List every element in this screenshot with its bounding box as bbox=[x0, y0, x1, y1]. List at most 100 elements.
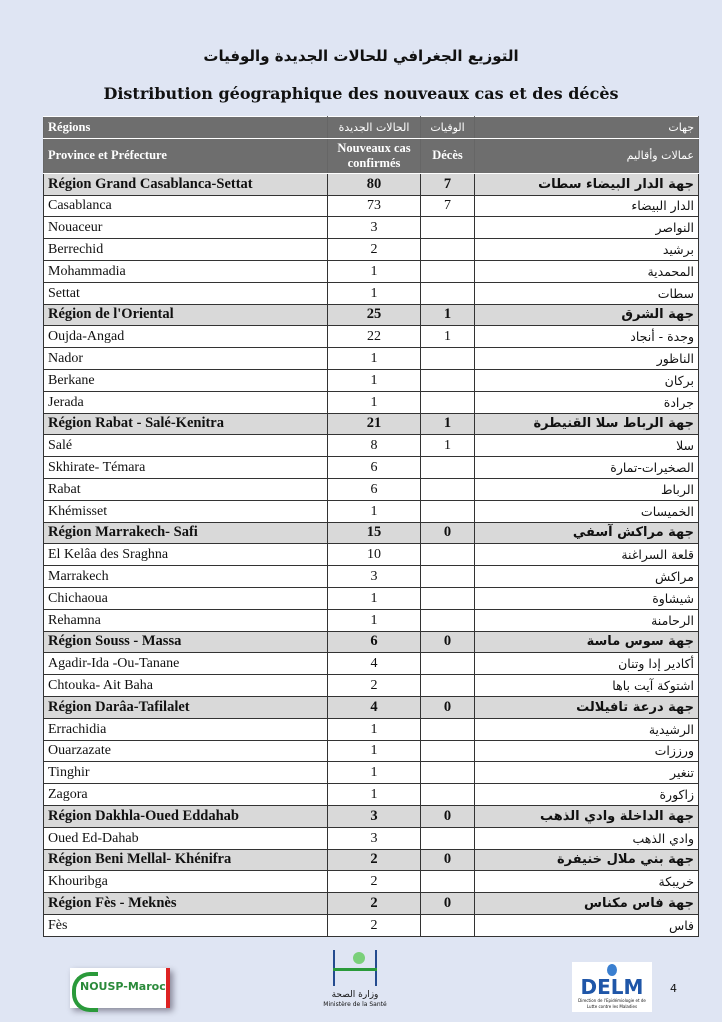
province-row: Rehamna 1 الرحامنة bbox=[43, 608, 699, 632]
deaths-cell: 0 bbox=[420, 695, 475, 719]
cases-cell: 22 bbox=[327, 325, 421, 349]
name-ar-cell: ورززات bbox=[474, 739, 699, 763]
region-row: Région de l'Oriental 25 1 جهة الشرق bbox=[43, 303, 699, 327]
deaths-cell bbox=[420, 761, 475, 785]
cases-cell: 15 bbox=[327, 521, 421, 545]
deaths-cell bbox=[420, 456, 475, 479]
header-row-1: Régions الحالات الجديدة الوفيات جهات bbox=[43, 116, 699, 139]
cases-cell: 10 bbox=[327, 543, 421, 567]
name-fr-cell: Région Dakhla-Oued Eddahab bbox=[43, 804, 328, 828]
name-fr-cell: Fès bbox=[43, 913, 328, 937]
deaths-cell bbox=[420, 913, 475, 937]
name-ar-cell: الناظور bbox=[474, 347, 699, 370]
cases-cell: 2 bbox=[327, 892, 421, 915]
name-fr-cell: Zagora bbox=[43, 783, 328, 806]
name-ar-cell: جهة بني ملال خنيفرة bbox=[474, 848, 699, 872]
deaths-cell: 1 bbox=[420, 434, 475, 458]
name-ar-cell: تنغير bbox=[474, 761, 699, 785]
deaths-cell: 0 bbox=[420, 630, 475, 654]
cases-cell: 2 bbox=[327, 848, 421, 872]
delm-figure-icon bbox=[607, 964, 617, 976]
name-fr-cell: Mohammadia bbox=[43, 259, 328, 283]
name-fr-cell: Région Souss - Massa bbox=[43, 630, 328, 654]
cases-cell: 2 bbox=[327, 913, 421, 937]
name-fr-cell: Rabat bbox=[43, 477, 328, 501]
deaths-cell: 0 bbox=[420, 892, 475, 915]
deaths-cell bbox=[420, 608, 475, 632]
name-fr-cell: Tinghir bbox=[43, 761, 328, 785]
name-fr-cell: Région Darâa-Tafilalet bbox=[43, 695, 328, 719]
cases-cell: 3 bbox=[327, 826, 421, 850]
cases-cell: 2 bbox=[327, 674, 421, 697]
deaths-cell bbox=[420, 739, 475, 763]
name-ar-cell: زاكورة bbox=[474, 783, 699, 806]
deaths-cell bbox=[420, 826, 475, 850]
deaths-cell bbox=[420, 717, 475, 741]
name-ar-cell: الرباط bbox=[474, 477, 699, 501]
name-fr-cell: Skhirate- Témara bbox=[43, 456, 328, 479]
cases-cell: 80 bbox=[327, 172, 421, 196]
name-ar-cell: الرحامنة bbox=[474, 608, 699, 632]
province-row: Jerada 1 جرادة bbox=[43, 390, 699, 414]
cases-cell: 6 bbox=[327, 456, 421, 479]
cases-cell: 1 bbox=[327, 347, 421, 370]
name-fr-cell: Nador bbox=[43, 347, 328, 370]
cases-cell: 25 bbox=[327, 303, 421, 327]
deaths-cell: 7 bbox=[420, 194, 475, 218]
cases-cell: 73 bbox=[327, 194, 421, 218]
province-row: Oujda-Angad 22 1 وجدة - أنجاد bbox=[43, 325, 699, 349]
deaths-cell: 0 bbox=[420, 804, 475, 828]
name-fr-cell: El Kelâa des Sraghna bbox=[43, 543, 328, 567]
header-deaths-ar: الوفيات bbox=[420, 116, 475, 139]
header-row-2: Province et Préfecture Nouveaux cas conf… bbox=[43, 137, 699, 174]
name-ar-cell: جهة الشرق bbox=[474, 303, 699, 327]
province-row: Oued Ed-Dahab 3 وادي الذهب bbox=[43, 826, 699, 850]
header-regions-ar: جهات bbox=[474, 116, 699, 139]
deaths-cell: 1 bbox=[420, 412, 475, 436]
cases-cell: 3 bbox=[327, 216, 421, 240]
region-row: Région Beni Mellal- Khénifra 2 0 جهة بني مل… bbox=[43, 848, 699, 872]
cases-cell: 1 bbox=[327, 739, 421, 763]
deaths-cell bbox=[420, 565, 475, 588]
name-fr-cell: Région Fès - Meknès bbox=[43, 892, 328, 915]
cases-cell: 8 bbox=[327, 434, 421, 458]
cases-cell: 1 bbox=[327, 608, 421, 632]
name-fr-cell: Rehamna bbox=[43, 608, 328, 632]
name-fr-cell: Région Marrakech- Safi bbox=[43, 521, 328, 545]
nousp-logo: NOUSP-Maroc bbox=[70, 968, 170, 1012]
cases-cell: 1 bbox=[327, 717, 421, 741]
name-ar-cell: سلا bbox=[474, 434, 699, 458]
province-row: Ouarzazate 1 ورززات bbox=[43, 739, 699, 763]
ministry-of-health-logo: وزارة الصحة Ministère de la Santé bbox=[300, 950, 410, 1009]
deaths-cell bbox=[420, 499, 475, 523]
nousp-logo-text: NOUSP-Maroc bbox=[80, 980, 166, 993]
cases-cell: 3 bbox=[327, 804, 421, 828]
region-row: Région Souss - Massa 6 0 جهة سوس ماسة bbox=[43, 630, 699, 654]
cases-cell: 4 bbox=[327, 695, 421, 719]
name-ar-cell: مراكش bbox=[474, 565, 699, 588]
deaths-cell: 1 bbox=[420, 325, 475, 349]
distribution-table: Régions الحالات الجديدة الوفيات جهات Pro… bbox=[43, 116, 699, 937]
cases-cell: 6 bbox=[327, 477, 421, 501]
deaths-cell bbox=[420, 586, 475, 610]
title-french: Distribution géographique des nouveaux c… bbox=[103, 84, 619, 103]
name-fr-cell: Région Beni Mellal- Khénifra bbox=[43, 848, 328, 872]
deaths-cell bbox=[420, 368, 475, 392]
ministry-name-ar: وزارة الصحة bbox=[331, 990, 379, 1000]
cases-cell: 1 bbox=[327, 281, 421, 305]
name-fr-cell: Nouaceur bbox=[43, 216, 328, 240]
region-row: Région Darâa-Tafilalet 4 0 جهة درعة تافيلال… bbox=[43, 695, 699, 719]
delm-logo: DELM Direction de l'Epidémiologie et de L… bbox=[572, 962, 652, 1012]
province-row: Tinghir 1 تنغير bbox=[43, 761, 699, 785]
deaths-cell: 7 bbox=[420, 172, 475, 196]
name-ar-cell: خريبكة bbox=[474, 870, 699, 894]
name-fr-cell: Région Rabat - Salé-Kenitra bbox=[43, 412, 328, 436]
name-fr-cell: Casablanca bbox=[43, 194, 328, 218]
delm-logo-text: DELM bbox=[580, 975, 644, 999]
deaths-cell bbox=[420, 652, 475, 676]
deaths-cell bbox=[420, 477, 475, 501]
region-row: Région Marrakech- Safi 15 0 جهة مراكش آسفي bbox=[43, 521, 699, 545]
name-ar-cell: جهة فاس مكناس bbox=[474, 892, 699, 915]
province-row: Nouaceur 3 النواصر bbox=[43, 216, 699, 240]
